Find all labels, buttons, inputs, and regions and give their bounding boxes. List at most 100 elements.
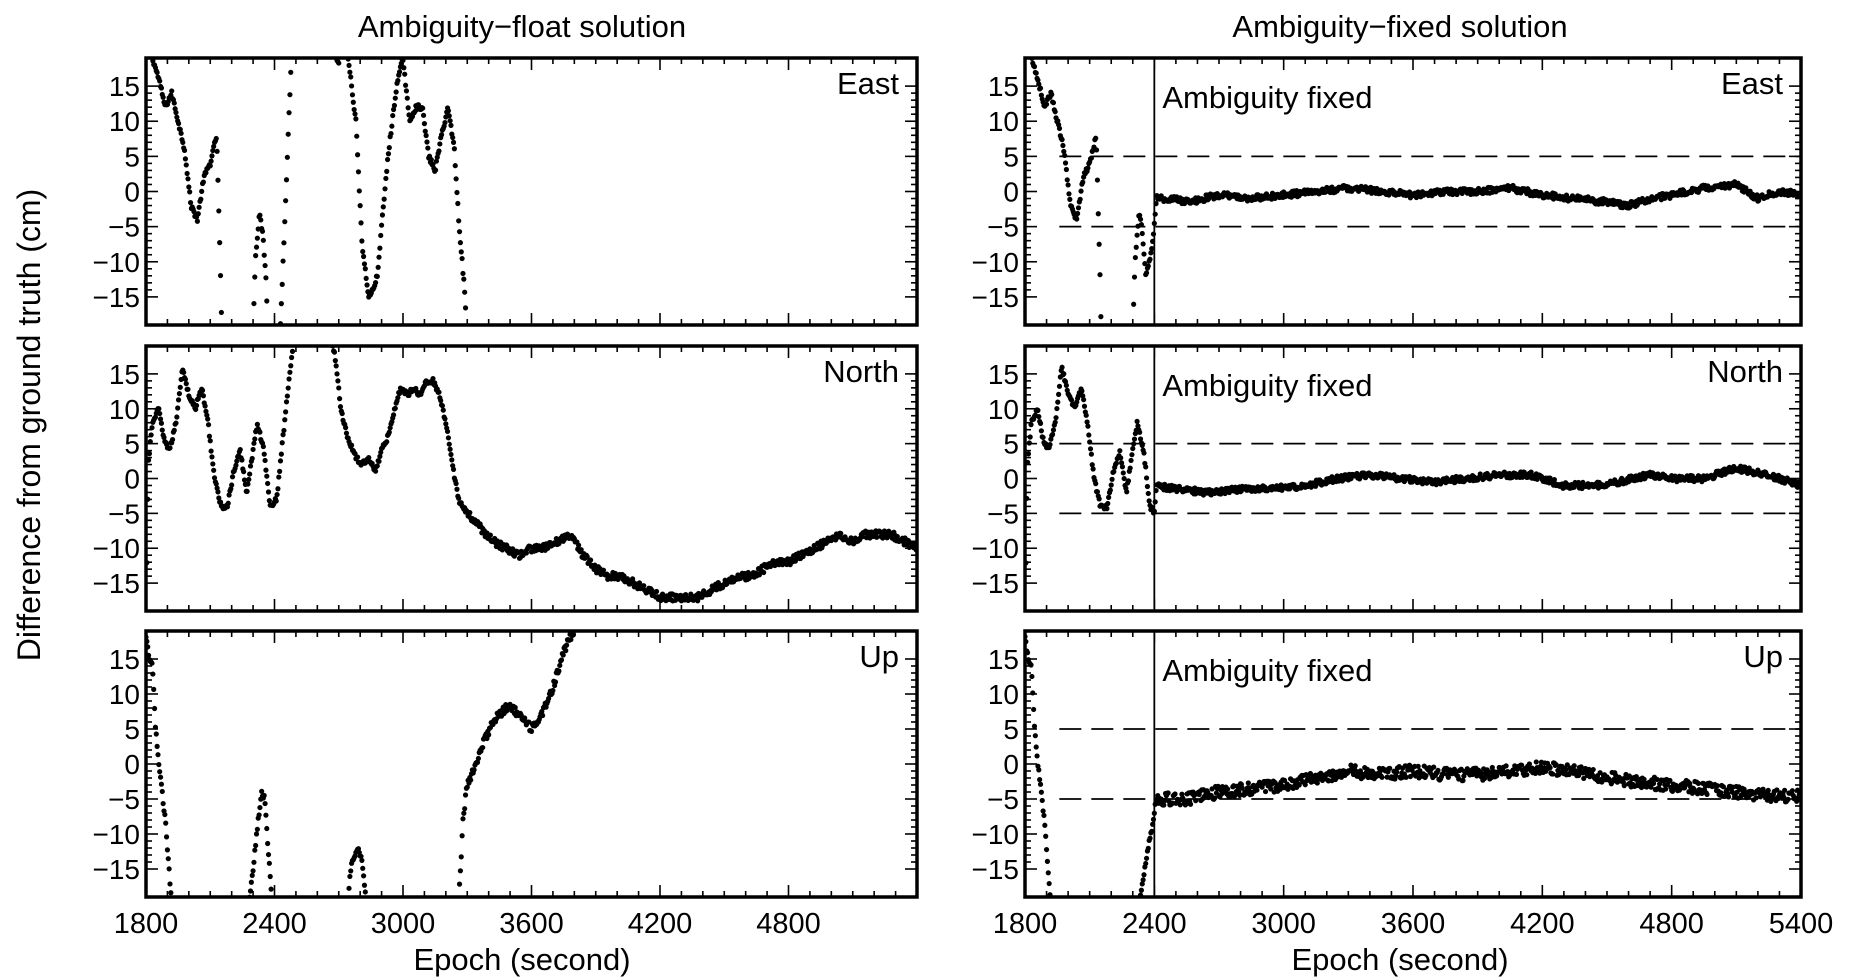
data-point <box>358 853 364 859</box>
data-point <box>283 900 288 905</box>
data-point <box>337 396 343 402</box>
data-point <box>147 439 153 445</box>
data-point <box>254 235 260 241</box>
data-point <box>1150 821 1156 827</box>
y-tick-label: 0 <box>1003 464 1019 495</box>
data-point <box>1245 780 1251 786</box>
data-point <box>285 131 291 137</box>
data-point <box>281 427 287 434</box>
data-point <box>557 662 563 669</box>
data-point <box>1149 246 1155 252</box>
y-tick-label: −15 <box>972 568 1020 599</box>
data-point <box>1177 802 1183 808</box>
data-point <box>168 890 174 896</box>
data-point <box>1052 109 1058 115</box>
data-point <box>1089 900 1094 905</box>
x-axis-label-fixed: Epoch (second) <box>1291 942 1508 977</box>
data-point <box>1133 900 1138 905</box>
data-point <box>1121 475 1127 482</box>
data-point <box>1062 160 1069 166</box>
data-point <box>1079 900 1084 905</box>
data-point <box>294 900 299 905</box>
data-point <box>378 232 384 239</box>
data-point <box>261 252 267 258</box>
y-tick-label: 15 <box>988 644 1019 675</box>
data-point <box>252 847 258 853</box>
data-point <box>359 857 365 864</box>
data-point <box>264 298 270 304</box>
data-point <box>304 899 309 904</box>
data-point <box>264 473 270 479</box>
data-point <box>1053 901 1058 906</box>
data-point <box>260 443 266 450</box>
data-point <box>377 900 382 905</box>
data-point <box>210 461 216 467</box>
data-point <box>1407 773 1414 780</box>
data-point <box>407 901 412 906</box>
data-point <box>428 901 433 906</box>
data-point <box>1069 899 1074 904</box>
data-point <box>1037 781 1044 787</box>
data-point <box>1045 870 1051 876</box>
data-point <box>451 146 457 152</box>
data-point <box>267 873 273 880</box>
data-point <box>259 788 265 794</box>
data-point <box>328 900 333 905</box>
data-point <box>1162 797 1168 804</box>
data-point <box>374 463 380 469</box>
data-point <box>273 498 279 504</box>
data-point <box>381 196 387 202</box>
data-point <box>277 458 284 464</box>
data-point <box>286 900 291 905</box>
data-point <box>246 476 252 483</box>
data-point <box>1036 767 1042 773</box>
data-point <box>199 899 204 904</box>
data-point <box>163 820 169 826</box>
data-point <box>173 901 178 906</box>
x-axis-label-float: Epoch (second) <box>413 942 630 977</box>
data-point <box>1187 801 1194 807</box>
data-point <box>436 148 442 154</box>
data-point <box>1695 780 1701 787</box>
data-point <box>1078 188 1084 194</box>
data-point <box>467 509 473 516</box>
data-point <box>370 901 375 906</box>
data-point <box>1056 383 1063 389</box>
data-point <box>390 112 396 119</box>
data-point <box>1641 776 1647 782</box>
data-point <box>600 567 607 573</box>
data-point <box>392 405 398 411</box>
x-tick-label: 2400 <box>242 908 307 940</box>
data-point <box>216 900 221 905</box>
panel-float-east: 15 10 5 0 −5 −10 −15 East <box>93 56 919 327</box>
data-point <box>187 189 193 195</box>
data-point <box>278 301 284 307</box>
data-point <box>296 900 301 905</box>
data-point <box>475 755 481 762</box>
data-point <box>1041 812 1047 819</box>
data-point <box>186 184 192 190</box>
data-point <box>397 900 402 905</box>
plot-frame <box>144 629 919 899</box>
data-point <box>215 177 221 183</box>
data-point <box>223 901 228 906</box>
data-point <box>1063 382 1069 389</box>
data-point <box>1152 499 1158 505</box>
data-point <box>282 219 288 225</box>
data-point <box>1268 786 1274 792</box>
data-point <box>1089 462 1095 468</box>
data-point <box>432 901 437 906</box>
data-point <box>372 279 379 286</box>
data-point <box>1481 775 1488 781</box>
data-point <box>173 420 179 426</box>
data-point <box>1118 460 1125 466</box>
data-point <box>1134 901 1139 906</box>
data-point <box>454 189 460 196</box>
data-point <box>1151 508 1157 514</box>
data-point <box>460 816 466 822</box>
data-point <box>360 253 367 260</box>
data-point <box>1099 900 1104 905</box>
data-point <box>528 728 535 734</box>
data-point <box>413 899 418 904</box>
data-point <box>1137 900 1142 905</box>
